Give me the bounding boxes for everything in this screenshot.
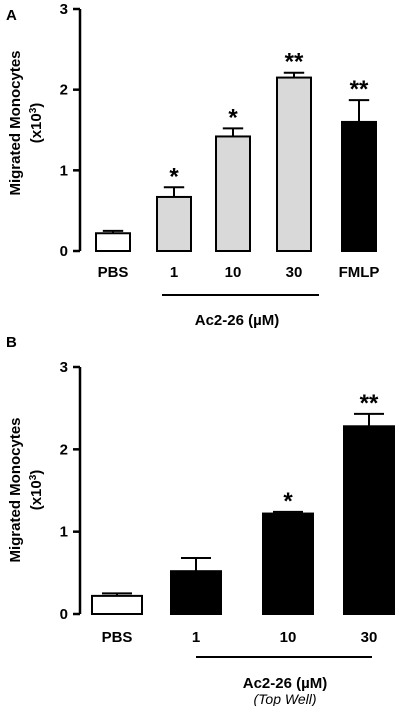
panel-b-x-tick-label: PBS [102, 629, 133, 646]
panel-a-y-tick-label: 2 [60, 82, 68, 99]
panel-b-bar-3 [343, 425, 395, 615]
panel-a-bar-3 [276, 76, 312, 252]
panel-b-x-tick-label: 30 [361, 629, 378, 646]
panel-a-significance-label: ** [350, 76, 369, 103]
panel-a-x-tick-label: 1 [170, 264, 178, 281]
panel-a-bar-4 [341, 120, 377, 252]
panel-a-y-tick-label: 1 [60, 162, 68, 179]
panel-b-x-tick-label: 10 [280, 629, 297, 646]
panel-b-y-tick-label: 1 [60, 524, 68, 541]
panel-a-y-tick-label: 3 [60, 1, 68, 18]
panel-b-group-label: Ac2-26 (µM) [243, 675, 328, 692]
panel-b-bar-2 [262, 512, 314, 616]
panel-a-x-tick-label: FMLP [339, 264, 380, 281]
panel-a-bar-2 [215, 135, 251, 253]
panel-a-bar-1 [156, 195, 192, 253]
panel-a-significance-label: * [169, 163, 179, 190]
panel-a-x-tick-label: 30 [286, 264, 303, 281]
panel-b-bar-0 [91, 594, 143, 615]
panel-b-y-tick-label: 2 [60, 441, 68, 458]
panel-a-x-tick-label: PBS [98, 264, 129, 281]
panel-b-significance-label: ** [360, 390, 379, 417]
panel-b-letter: B [6, 334, 17, 351]
panel-a-significance-label: ** [285, 49, 304, 76]
panel-b-y-axis-title: Migrated Monocytes [7, 417, 24, 562]
panel-b-y-axis-unit: (x103) [28, 470, 45, 511]
panel-a-group-label: Ac2-26 (µM) [195, 312, 280, 329]
panel-b-y-tick-label: 3 [60, 359, 68, 376]
panel-a-bar-0 [95, 232, 131, 252]
panel-a-y-axis-unit: (x103) [28, 103, 45, 144]
panel-b-group-sublabel: (Top Well) [253, 691, 316, 706]
panel-a: A Migrated Monocytes (x103) 0 1 2 3 PBS * 1 * 10… [6, 1, 380, 329]
panel-b-y-tick-label: 0 [60, 606, 68, 623]
panel-b-bar-1 [170, 570, 222, 615]
panel-b-significance-label: * [283, 488, 293, 515]
panel-a-letter: A [6, 7, 17, 24]
panel-a-significance-label: * [228, 104, 238, 131]
panel-a-y-tick-label: 0 [60, 243, 68, 260]
panel-b: B Migrated Monocytes (x103) 0 1 2 3 PBS 1 * 10 *… [6, 334, 395, 706]
panel-a-x-tick-label: 10 [225, 264, 242, 281]
panel-b-x-tick-label: 1 [192, 629, 200, 646]
panel-a-y-axis-title: Migrated Monocytes [7, 50, 24, 195]
